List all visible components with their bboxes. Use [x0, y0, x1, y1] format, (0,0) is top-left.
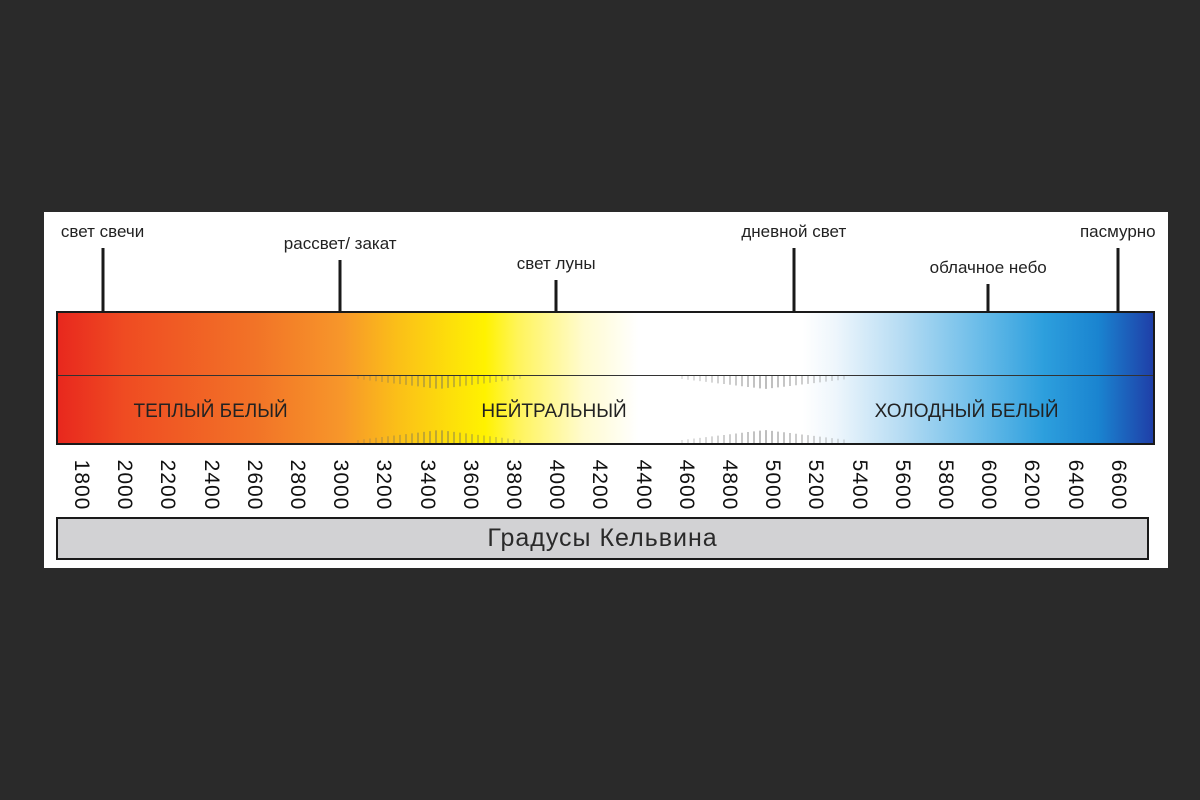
- kelvin-tick-label: 4600: [674, 459, 698, 511]
- pointer-label: облачное небо: [929, 258, 1047, 277]
- bar-divider-line: [58, 375, 1153, 376]
- kelvin-diagram-panel: свет свечи рассвет/ закат свет луны дневной…: [44, 212, 1168, 568]
- kelvin-tick-label: 5000: [761, 459, 785, 511]
- kelvin-tick-label: 5800: [934, 459, 957, 511]
- pointer-label: дневной свет: [741, 222, 847, 241]
- pointer-line: [338, 260, 342, 350]
- kelvin-tick-label: 3000: [329, 459, 353, 511]
- zone-label: ТЕПЛЫЙ БЕЛЫЙ: [133, 401, 288, 422]
- pointer-label: рассвет/ закат: [283, 234, 397, 253]
- pointer-line: [101, 248, 105, 350]
- kelvin-tick-label: 2000: [113, 459, 137, 511]
- fine-tick-marks: [357, 376, 845, 443]
- zone-label: НЕЙТРАЛЬНЫЙ: [481, 401, 627, 422]
- kelvin-tick-label: 4400: [631, 459, 655, 511]
- kelvin-tick-label: 1800: [70, 459, 93, 511]
- pointer-line: [1116, 248, 1120, 350]
- pointer-label: свет свечи: [60, 222, 145, 241]
- kelvin-tick-label: 2400: [199, 459, 223, 511]
- kelvin-tick-label: 5600: [890, 459, 914, 511]
- kelvin-tick-label: 3800: [502, 459, 525, 511]
- kelvin-tick-label: 6600: [1106, 459, 1130, 511]
- color-temperature-bar: ТЕПЛЫЙ БЕЛЫЙ НЕЙТРАЛЬНЫЙ ХОЛОДНЫЙ БЕЛЫЙ: [56, 311, 1155, 445]
- kelvin-tick-label: 6000: [977, 459, 1001, 511]
- kelvin-tick-label: 2800: [286, 459, 309, 511]
- kelvin-tick-label: 3600: [458, 459, 482, 511]
- scale-title: Градусы Кельвина: [56, 517, 1149, 560]
- kelvin-tick-label: 5400: [847, 459, 871, 511]
- kelvin-tick-label: 3400: [415, 459, 439, 511]
- kelvin-tick-label: 4800: [718, 459, 741, 511]
- kelvin-tick-label: 4200: [588, 459, 612, 511]
- kelvin-tick-label: 6400: [1063, 459, 1087, 511]
- kelvin-tick-label: 3200: [372, 459, 396, 511]
- kelvin-tick-label: 5200: [804, 459, 828, 511]
- kelvin-tick-label: 2200: [156, 459, 180, 511]
- pointer-line: [792, 248, 796, 350]
- zone-label: ХОЛОДНЫЙ БЕЛЫЙ: [874, 401, 1059, 422]
- pointer-label: пасмурно: [1079, 222, 1156, 241]
- kelvin-tick-label: 6200: [1020, 459, 1044, 511]
- kelvin-tick-label: 2600: [242, 459, 266, 511]
- pointer-label: свет луны: [516, 254, 596, 273]
- kelvin-scale: 1800 2000 2200 2400 2600 2800 3000 3200 3400 3600…: [56, 445, 1155, 519]
- kelvin-tick-label: 4000: [545, 459, 569, 511]
